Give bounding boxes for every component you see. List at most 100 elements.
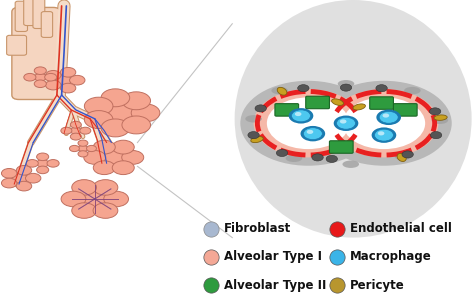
Circle shape: [36, 153, 49, 161]
Circle shape: [379, 111, 398, 123]
FancyBboxPatch shape: [15, 1, 27, 31]
Circle shape: [47, 159, 59, 167]
Text: Macrophage: Macrophage: [350, 250, 431, 263]
Circle shape: [131, 104, 160, 122]
Circle shape: [78, 151, 88, 157]
Circle shape: [78, 146, 88, 151]
FancyBboxPatch shape: [304, 117, 388, 129]
Ellipse shape: [251, 137, 263, 143]
Circle shape: [316, 81, 452, 166]
Circle shape: [72, 180, 97, 195]
Circle shape: [301, 126, 325, 141]
Circle shape: [24, 73, 36, 81]
Circle shape: [107, 104, 135, 122]
Text: Endothelial cell: Endothelial cell: [350, 222, 452, 235]
Text: Alveolar Type II: Alveolar Type II: [224, 279, 327, 292]
FancyBboxPatch shape: [329, 141, 353, 153]
Circle shape: [374, 129, 393, 141]
Circle shape: [45, 73, 57, 81]
Circle shape: [343, 97, 425, 149]
Circle shape: [60, 67, 76, 77]
Circle shape: [329, 89, 438, 157]
Circle shape: [70, 127, 82, 134]
Ellipse shape: [431, 116, 448, 124]
Ellipse shape: [271, 87, 288, 94]
Circle shape: [56, 75, 72, 85]
Circle shape: [46, 80, 61, 90]
Circle shape: [34, 67, 46, 75]
Ellipse shape: [353, 104, 365, 110]
Circle shape: [72, 203, 97, 218]
Circle shape: [334, 116, 358, 131]
FancyBboxPatch shape: [7, 35, 27, 55]
Circle shape: [16, 181, 32, 191]
Circle shape: [34, 73, 46, 81]
Circle shape: [112, 161, 134, 175]
Circle shape: [103, 151, 125, 164]
Circle shape: [61, 191, 86, 207]
Circle shape: [16, 165, 32, 175]
Circle shape: [84, 97, 113, 115]
Circle shape: [84, 151, 106, 164]
Circle shape: [267, 97, 349, 149]
Circle shape: [93, 180, 118, 195]
FancyBboxPatch shape: [33, 0, 45, 29]
Circle shape: [307, 130, 313, 134]
Circle shape: [34, 80, 46, 88]
Circle shape: [93, 140, 115, 154]
FancyBboxPatch shape: [299, 110, 393, 137]
Circle shape: [61, 127, 72, 134]
Circle shape: [248, 132, 259, 139]
Circle shape: [70, 133, 82, 140]
Circle shape: [87, 146, 96, 151]
Circle shape: [289, 108, 313, 124]
Circle shape: [78, 140, 88, 146]
Circle shape: [60, 83, 76, 93]
FancyBboxPatch shape: [306, 96, 329, 109]
Circle shape: [383, 113, 389, 118]
Circle shape: [93, 203, 118, 218]
Ellipse shape: [342, 160, 359, 168]
FancyBboxPatch shape: [24, 0, 36, 26]
Circle shape: [70, 146, 79, 151]
Circle shape: [292, 110, 310, 122]
Circle shape: [122, 116, 151, 134]
Circle shape: [101, 89, 130, 107]
Circle shape: [312, 154, 323, 161]
Ellipse shape: [434, 115, 447, 120]
Circle shape: [26, 159, 38, 167]
Circle shape: [340, 119, 346, 124]
Circle shape: [326, 155, 337, 162]
FancyBboxPatch shape: [12, 7, 60, 99]
Circle shape: [429, 108, 441, 115]
Circle shape: [255, 105, 266, 112]
Circle shape: [295, 112, 301, 116]
FancyBboxPatch shape: [41, 12, 53, 37]
Circle shape: [376, 110, 401, 125]
Circle shape: [46, 70, 61, 80]
Circle shape: [36, 159, 49, 167]
Circle shape: [84, 110, 113, 129]
Ellipse shape: [235, 0, 472, 238]
Ellipse shape: [285, 155, 302, 162]
Ellipse shape: [394, 153, 411, 160]
Circle shape: [26, 173, 41, 183]
Circle shape: [372, 127, 396, 143]
Ellipse shape: [332, 99, 344, 105]
Circle shape: [240, 81, 376, 166]
Ellipse shape: [404, 87, 420, 94]
Circle shape: [1, 178, 17, 188]
Circle shape: [70, 121, 82, 128]
Circle shape: [112, 140, 134, 154]
Ellipse shape: [332, 141, 344, 148]
FancyBboxPatch shape: [275, 104, 299, 116]
Circle shape: [82, 191, 107, 207]
Circle shape: [1, 168, 17, 178]
Circle shape: [378, 131, 384, 135]
Circle shape: [254, 89, 363, 157]
Circle shape: [122, 151, 144, 164]
Ellipse shape: [246, 115, 262, 123]
Circle shape: [12, 173, 27, 183]
Text: Fibroblast: Fibroblast: [224, 222, 292, 235]
Circle shape: [122, 92, 151, 110]
